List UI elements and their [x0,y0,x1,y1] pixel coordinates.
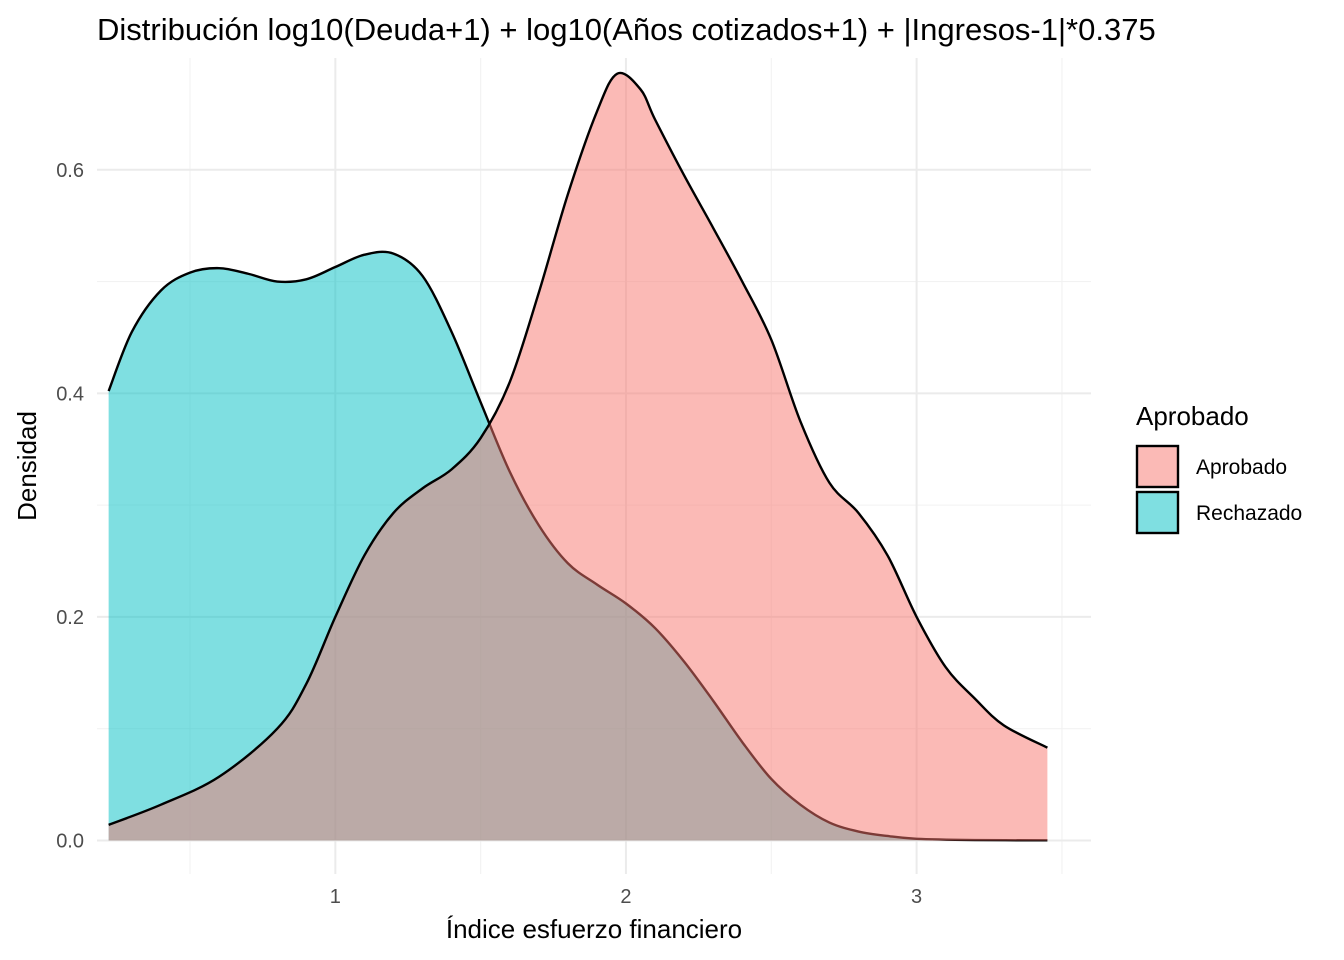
x-tick-label: 2 [620,886,631,908]
axis-ticks: 1 2 3 0.0 0.2 0.4 0.6 [56,160,922,908]
x-axis-title: Índice esfuerzo financiero [446,914,742,944]
legend-title: Aprobado [1136,401,1249,431]
y-tick-label: 0.0 [56,830,84,852]
x-tick-label: 3 [911,886,922,908]
legend: Aprobado Aprobado Rechazado [1135,401,1302,535]
y-tick-label: 0.4 [56,383,84,405]
legend-label-rechazado: Rechazado [1196,502,1302,525]
y-axis-title: Densidad [12,411,42,521]
chart-title: Distribución log10(Deuda+1) + log10(Años… [97,12,1156,47]
density-area-aprobado [108,72,1048,841]
legend-label-aprobado: Aprobado [1196,456,1287,479]
y-tick-label: 0.2 [56,607,84,629]
density-areas [107,71,1048,842]
legend-swatch-rechazado [1135,490,1180,535]
density-line-aprobado [108,71,1048,826]
legend-swatch-aprobado [1135,444,1180,489]
x-tick-label: 1 [330,886,341,908]
y-tick-label: 0.6 [56,160,84,182]
